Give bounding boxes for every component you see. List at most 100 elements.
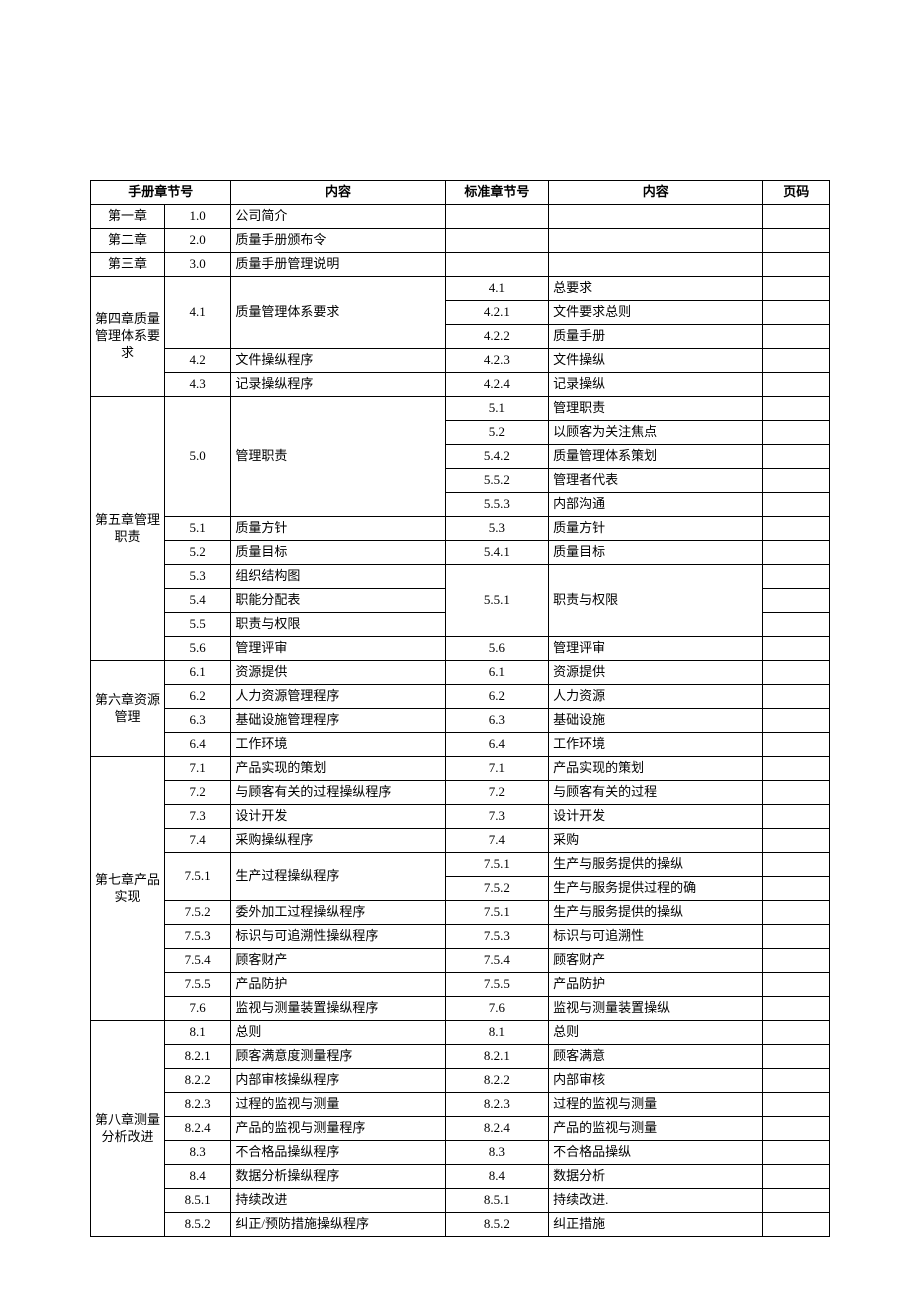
page-cell: [763, 349, 830, 373]
content2-cell: 内部沟通: [549, 493, 763, 517]
table-row: 7.5.2委外加工过程操纵程序7.5.1生产与服务提供的操纵: [91, 901, 830, 925]
std-section-cell: 5.1: [445, 397, 548, 421]
content1-cell: 记录操纵程序: [231, 373, 445, 397]
section-cell: 7.4: [164, 829, 231, 853]
table-row: 8.5.2纠正/预防措施操纵程序8.5.2纠正措施: [91, 1213, 830, 1237]
page-cell: [763, 301, 830, 325]
std-section-cell: 7.5.1: [445, 853, 548, 877]
content2-cell: 生产与服务提供的操纵: [549, 901, 763, 925]
section-cell: 8.5.2: [164, 1213, 231, 1237]
table-row: 8.3不合格品操纵程序8.3不合格品操纵: [91, 1141, 830, 1165]
table-row: 7.6监视与测量装置操纵程序7.6监视与测量装置操纵: [91, 997, 830, 1021]
content1-cell: 质量手册管理说明: [231, 253, 445, 277]
content1-cell: 设计开发: [231, 805, 445, 829]
std-section-cell: 5.6: [445, 637, 548, 661]
std-section-cell: 8.2.2: [445, 1069, 548, 1093]
table-row: 8.2.1顾客满意度测量程序8.2.1顾客满意: [91, 1045, 830, 1069]
std-section-cell: [445, 253, 548, 277]
table-header-row: 手册章节号 内容 标准章节号 内容 页码: [91, 181, 830, 205]
chapter-cell: 第四章质量管理体系要求: [91, 277, 165, 397]
content1-cell: 质量方针: [231, 517, 445, 541]
content1-cell: 资源提供: [231, 661, 445, 685]
std-section-cell: 7.2: [445, 781, 548, 805]
std-section-cell: 7.6: [445, 997, 548, 1021]
page-cell: [763, 901, 830, 925]
page-cell: [763, 445, 830, 469]
content1-cell: 产品的监视与测量程序: [231, 1117, 445, 1141]
section-cell: 8.2.4: [164, 1117, 231, 1141]
content1-cell: 不合格品操纵程序: [231, 1141, 445, 1165]
page-cell: [763, 397, 830, 421]
content2-cell: 基础设施: [549, 709, 763, 733]
table-row: 第四章质量管理体系要求4.1质量管理体系要求4.1总要求: [91, 277, 830, 301]
page-cell: [763, 373, 830, 397]
section-cell: 6.1: [164, 661, 231, 685]
page-cell: [763, 1021, 830, 1045]
content2-cell: [549, 205, 763, 229]
table-row: 7.5.3标识与可追溯性操纵程序7.5.3标识与可追溯性: [91, 925, 830, 949]
page-cell: [763, 661, 830, 685]
content2-cell: [549, 253, 763, 277]
section-cell: 5.0: [164, 397, 231, 517]
content1-cell: 文件操纵程序: [231, 349, 445, 373]
std-section-cell: 5.5.2: [445, 469, 548, 493]
table-row: 第一章1.0公司简介: [91, 205, 830, 229]
section-cell: 5.3: [164, 565, 231, 589]
std-section-cell: 6.1: [445, 661, 548, 685]
page-cell: [763, 541, 830, 565]
page-cell: [763, 565, 830, 589]
std-section-cell: 8.3: [445, 1141, 548, 1165]
page-cell: [763, 997, 830, 1021]
content1-cell: 顾客满意度测量程序: [231, 1045, 445, 1069]
content2-cell: 顾客财产: [549, 949, 763, 973]
page-cell: [763, 1045, 830, 1069]
page-cell: [763, 1141, 830, 1165]
content1-cell: 基础设施管理程序: [231, 709, 445, 733]
std-section-cell: 7.5.2: [445, 877, 548, 901]
section-cell: 2.0: [164, 229, 231, 253]
content2-cell: 纠正措施: [549, 1213, 763, 1237]
content2-cell: 不合格品操纵: [549, 1141, 763, 1165]
content2-cell: 标识与可追溯性: [549, 925, 763, 949]
section-cell: 5.5: [164, 613, 231, 637]
section-cell: 7.5.2: [164, 901, 231, 925]
content2-cell: 文件要求总则: [549, 301, 763, 325]
table-row: 第五章管理职责5.0管理职责5.1管理职责: [91, 397, 830, 421]
chapter-cell: 第六章资源管理: [91, 661, 165, 757]
content1-cell: 内部审核操纵程序: [231, 1069, 445, 1093]
table-row: 第八章测量分析改进8.1总则8.1总则: [91, 1021, 830, 1045]
std-section-cell: 7.5.5: [445, 973, 548, 997]
table-row: 6.3基础设施管理程序6.3基础设施: [91, 709, 830, 733]
section-cell: 5.4: [164, 589, 231, 613]
section-cell: 7.1: [164, 757, 231, 781]
table-row: 6.4工作环境6.4工作环境: [91, 733, 830, 757]
content1-cell: 工作环境: [231, 733, 445, 757]
content2-cell: 产品的监视与测量: [549, 1117, 763, 1141]
content2-cell: 过程的监视与测量: [549, 1093, 763, 1117]
content2-cell: 管理评审: [549, 637, 763, 661]
std-section-cell: 8.5.2: [445, 1213, 548, 1237]
section-cell: 7.5.4: [164, 949, 231, 973]
section-cell: 5.1: [164, 517, 231, 541]
table-row: 8.4数据分析操纵程序8.4数据分析: [91, 1165, 830, 1189]
content2-cell: 资源提供: [549, 661, 763, 685]
std-section-cell: 8.4: [445, 1165, 548, 1189]
page-cell: [763, 229, 830, 253]
content1-cell: 纠正/预防措施操纵程序: [231, 1213, 445, 1237]
page-cell: [763, 1069, 830, 1093]
table-row: 第三章3.0质量手册管理说明: [91, 253, 830, 277]
section-cell: 3.0: [164, 253, 231, 277]
std-section-cell: 7.5.1: [445, 901, 548, 925]
content2-cell: [549, 229, 763, 253]
section-cell: 8.2.2: [164, 1069, 231, 1093]
quality-manual-table: 手册章节号 内容 标准章节号 内容 页码 第一章1.0公司简介第二章2.0质量手…: [90, 180, 830, 1237]
section-cell: 4.3: [164, 373, 231, 397]
content1-cell: 产品实现的策划: [231, 757, 445, 781]
section-cell: 5.6: [164, 637, 231, 661]
section-cell: 6.4: [164, 733, 231, 757]
content2-cell: 文件操纵: [549, 349, 763, 373]
table-row: 6.2人力资源管理程序6.2人力资源: [91, 685, 830, 709]
content1-cell: 质量目标: [231, 541, 445, 565]
table-row: 第七章产品实现7.1产品实现的策划7.1产品实现的策划: [91, 757, 830, 781]
chapter-cell: 第二章: [91, 229, 165, 253]
